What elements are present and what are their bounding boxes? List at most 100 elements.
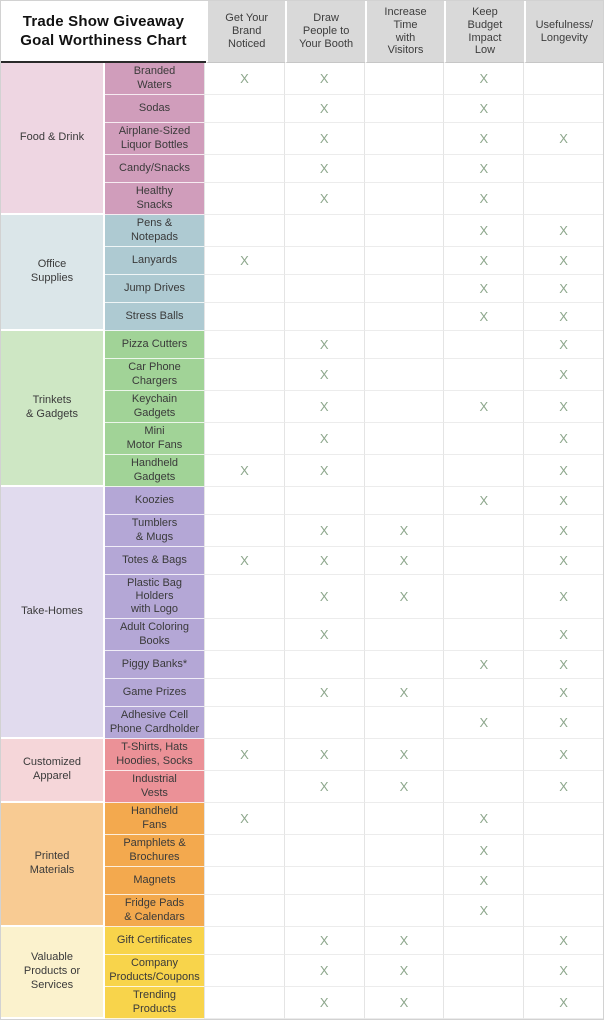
- item-label: Plastic Bag Holders with Logo: [105, 575, 204, 619]
- empty-cell: [204, 679, 284, 707]
- item-label: Piggy Banks*: [105, 651, 204, 679]
- x-mark-cell: X: [443, 123, 524, 155]
- item-row: Fridge Pads & Calendars X: [105, 895, 603, 927]
- empty-cell: [283, 707, 364, 739]
- item-label: Pizza Cutters: [105, 331, 204, 359]
- x-mark-cell: X: [363, 515, 444, 547]
- x-mark-cell: X: [443, 303, 524, 331]
- empty-cell: [363, 867, 444, 895]
- x-mark-cell: X: [523, 927, 603, 955]
- empty-cell: [204, 575, 284, 619]
- category-label: Take-Homes: [1, 487, 105, 739]
- empty-cell: [283, 247, 364, 275]
- empty-cell: [523, 835, 603, 867]
- empty-cell: [204, 331, 284, 359]
- x-mark-cell: X: [204, 455, 284, 487]
- empty-cell: [204, 651, 284, 679]
- empty-cell: [204, 895, 284, 927]
- x-mark-cell: X: [523, 275, 603, 303]
- empty-cell: [523, 95, 603, 123]
- x-mark-cell: X: [523, 739, 603, 771]
- x-mark-cell: X: [443, 835, 524, 867]
- empty-cell: [363, 707, 444, 739]
- empty-cell: [283, 215, 364, 247]
- x-mark-cell: X: [283, 63, 364, 95]
- x-mark-cell: X: [443, 183, 524, 215]
- item-label: Fridge Pads & Calendars: [105, 895, 204, 927]
- empty-cell: [443, 739, 524, 771]
- x-mark-cell: X: [523, 391, 603, 423]
- x-mark-cell: X: [283, 423, 364, 455]
- empty-cell: [363, 155, 444, 183]
- item-label: Industrial Vests: [105, 771, 204, 803]
- empty-cell: [204, 123, 284, 155]
- empty-cell: [204, 515, 284, 547]
- empty-cell: [523, 867, 603, 895]
- empty-cell: [523, 155, 603, 183]
- x-mark-cell: X: [204, 803, 284, 835]
- empty-cell: [363, 331, 444, 359]
- empty-cell: [283, 275, 364, 303]
- x-mark-cell: X: [283, 183, 364, 215]
- empty-cell: [443, 619, 524, 651]
- x-mark-cell: X: [523, 331, 603, 359]
- x-mark-cell: X: [363, 771, 444, 803]
- item-row: Handheld Fans X X: [105, 803, 603, 835]
- x-mark-cell: X: [523, 423, 603, 455]
- item-row: Pizza Cutters X X: [105, 331, 603, 359]
- empty-cell: [204, 303, 284, 331]
- empty-cell: [443, 359, 524, 391]
- item-label: Pamphlets & Brochures: [105, 835, 204, 867]
- item-label: Handheld Fans: [105, 803, 204, 835]
- item-label: Branded Waters: [105, 63, 204, 95]
- empty-cell: [204, 183, 284, 215]
- empty-cell: [363, 359, 444, 391]
- x-mark-cell: X: [283, 739, 364, 771]
- empty-cell: [204, 867, 284, 895]
- empty-cell: [443, 987, 524, 1019]
- x-mark-cell: X: [204, 63, 284, 95]
- x-mark-cell: X: [443, 651, 524, 679]
- x-mark-cell: X: [283, 955, 364, 987]
- x-mark-cell: X: [443, 215, 524, 247]
- empty-cell: [204, 927, 284, 955]
- empty-cell: [443, 455, 524, 487]
- empty-cell: [204, 275, 284, 303]
- empty-cell: [283, 803, 364, 835]
- column-header-keep-budget-low: Keep Budget Impact Low: [444, 1, 524, 63]
- empty-cell: [204, 95, 284, 123]
- empty-cell: [204, 835, 284, 867]
- x-mark-cell: X: [443, 275, 524, 303]
- item-label: Jump Drives: [105, 275, 204, 303]
- category-label: Trinkets & Gadgets: [1, 331, 105, 487]
- x-mark-cell: X: [283, 155, 364, 183]
- item-label: Candy/Snacks: [105, 155, 204, 183]
- x-mark-cell: X: [283, 575, 364, 619]
- item-label: Totes & Bags: [105, 547, 204, 575]
- item-label: Adhesive Cell Phone Cardholder: [105, 707, 204, 739]
- x-mark-cell: X: [204, 547, 284, 575]
- header-row: Trade Show Giveaway Goal Worthiness Char…: [1, 1, 604, 63]
- empty-cell: [363, 651, 444, 679]
- empty-cell: [363, 423, 444, 455]
- empty-cell: [523, 803, 603, 835]
- x-mark-cell: X: [363, 547, 444, 575]
- empty-cell: [363, 619, 444, 651]
- empty-cell: [283, 895, 364, 927]
- item-label: T-Shirts, Hats Hoodies, Socks: [105, 739, 204, 771]
- item-label: Magnets: [105, 867, 204, 895]
- empty-cell: [204, 391, 284, 423]
- item-row: Car Phone Chargers X X: [105, 359, 603, 391]
- empty-cell: [204, 707, 284, 739]
